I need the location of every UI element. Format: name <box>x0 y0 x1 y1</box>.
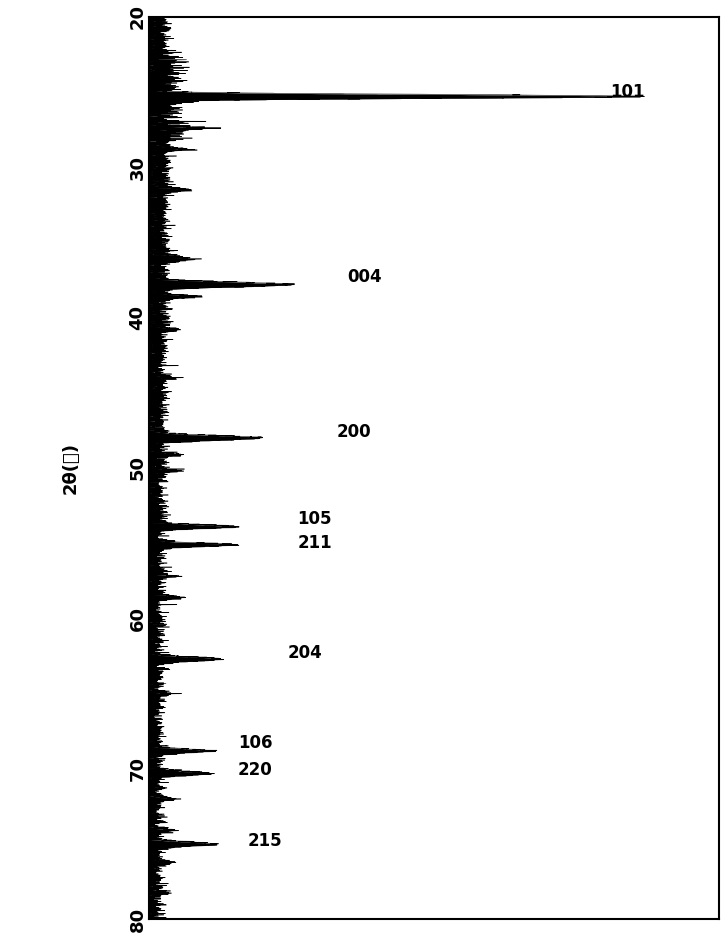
Y-axis label: 2θ(度): 2θ(度) <box>62 442 80 494</box>
Text: 101: 101 <box>609 83 644 101</box>
Text: 215: 215 <box>248 832 283 850</box>
Text: 220: 220 <box>238 761 273 780</box>
Text: 211: 211 <box>297 534 332 552</box>
Text: 106: 106 <box>238 734 273 753</box>
Text: 204: 204 <box>288 644 322 662</box>
Text: 105: 105 <box>297 510 332 528</box>
Text: 200: 200 <box>337 423 372 441</box>
Text: 004: 004 <box>347 268 382 285</box>
